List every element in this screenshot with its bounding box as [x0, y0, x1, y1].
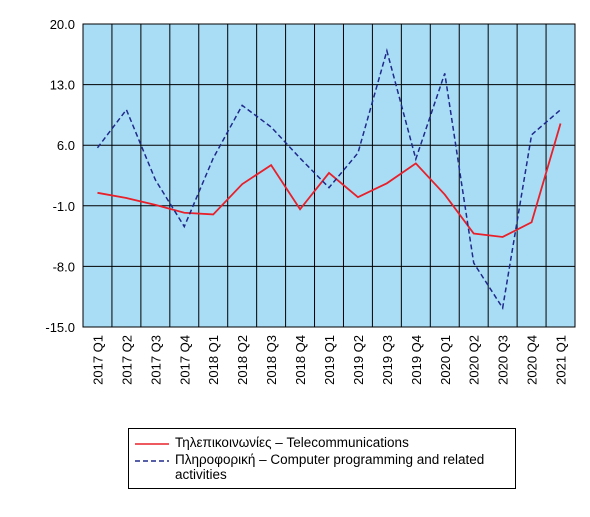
legend-swatch: [135, 443, 169, 445]
plot-area: [82, 23, 576, 328]
x-tick-label: 2021 Q1: [554, 335, 569, 385]
x-tick-label: 2017 Q2: [119, 335, 134, 385]
legend-label: Πληροφορική – Computer programming and r…: [175, 452, 485, 482]
x-tick-label: 2017 Q4: [177, 335, 192, 385]
x-tick-label: 2019 Q4: [409, 335, 424, 385]
x-tick-label: 2017 Q1: [90, 335, 105, 385]
x-tick-label: 2020 Q4: [525, 335, 540, 385]
x-tick-label: 2018 Q1: [206, 335, 221, 385]
legend: Τηλεπικοινωνίες – Telecommunications Πληρ…: [128, 428, 516, 489]
x-tick-label: 2018 Q2: [235, 335, 250, 385]
x-tick-label: 2019 Q3: [380, 335, 395, 385]
x-tick-label: 2019 Q1: [322, 335, 337, 385]
legend-entry: Πληροφορική – Computer programming and r…: [135, 452, 509, 482]
x-tick-label: 2020 Q3: [496, 335, 511, 385]
legend-swatch: [135, 460, 169, 462]
y-tick-label: 20.0: [50, 17, 75, 32]
x-tick-label: 2020 Q2: [467, 335, 482, 385]
x-tick-label: 2018 Q3: [264, 335, 279, 385]
legend-label: Τηλεπικοινωνίες – Telecommunications: [175, 435, 409, 450]
series-line: [97, 123, 562, 238]
series-line: [96, 48, 562, 310]
y-tick-label: -8.0: [53, 259, 75, 274]
y-tick-label: -1.0: [53, 199, 75, 214]
y-tick-label: 13.0: [50, 78, 75, 93]
x-tick-label: 2020 Q1: [438, 335, 453, 385]
chart: -15.0 -8.0 -1.0 6.0 13.0 20.0 2017 Q1 2017 Q2 20…: [45, 17, 576, 385]
x-tick-label: 2018 Q4: [293, 335, 308, 385]
y-tick-label: 6.0: [57, 138, 75, 153]
y-tick-label: -15.0: [45, 320, 75, 335]
x-tick-label: 2017 Q3: [148, 335, 163, 385]
legend-entry: Τηλεπικοινωνίες – Telecommunications: [135, 435, 509, 450]
x-tick-label: 2019 Q2: [351, 335, 366, 385]
